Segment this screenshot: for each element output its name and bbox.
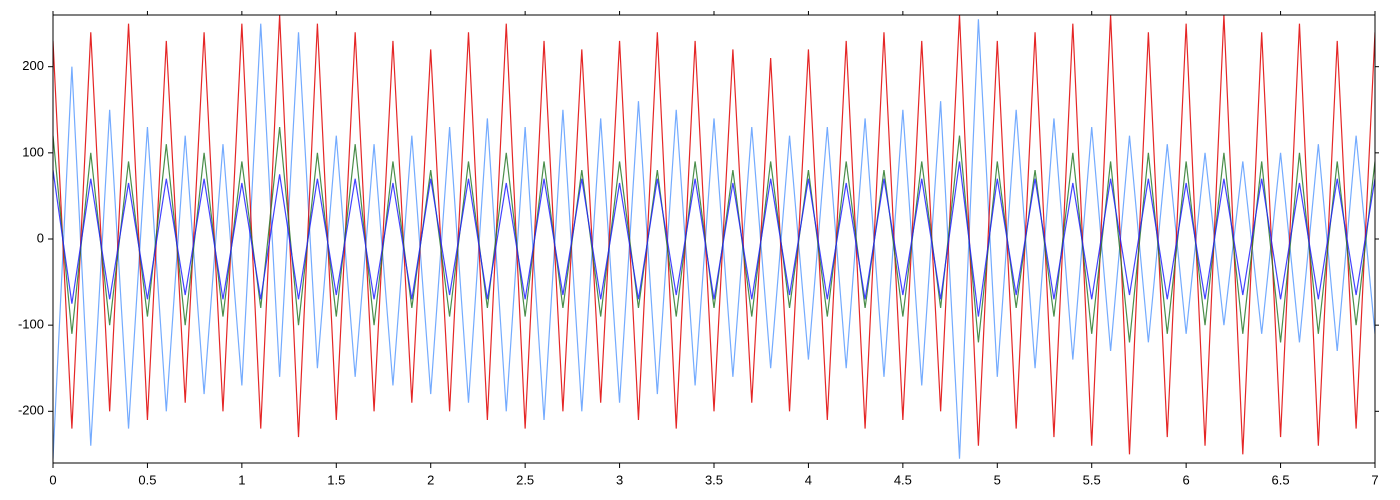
x-tick-label: 6.5: [1272, 472, 1290, 487]
y-tick-label: -200: [18, 403, 44, 418]
x-tick-label: 6: [1183, 472, 1190, 487]
x-tick-label: 5: [994, 472, 1001, 487]
y-tick-label: 0: [37, 230, 44, 245]
y-tick-label: 200: [22, 58, 44, 73]
x-tick-label: 3: [616, 472, 623, 487]
x-tick-label: 1.5: [327, 472, 345, 487]
x-tick-label: 3.5: [705, 472, 723, 487]
y-tick-label: 100: [22, 144, 44, 159]
plot-area: [53, 15, 1375, 459]
x-tick-label: 2: [427, 472, 434, 487]
x-tick-label: 0.5: [138, 472, 156, 487]
x-tick-label: 1: [238, 472, 245, 487]
x-tick-label: 7: [1371, 472, 1378, 487]
x-tick-label: 5.5: [1083, 472, 1101, 487]
signal-line: [53, 19, 1375, 459]
signal-line: [53, 161, 1375, 317]
signal-line: [53, 15, 1375, 455]
x-tick-label: 4.5: [894, 472, 912, 487]
x-tick-label: 0: [49, 472, 56, 487]
x-tick-label: 2.5: [516, 472, 534, 487]
x-tick-label: 4: [805, 472, 812, 487]
signal-line: [53, 126, 1375, 343]
y-tick-label: -100: [18, 317, 44, 332]
